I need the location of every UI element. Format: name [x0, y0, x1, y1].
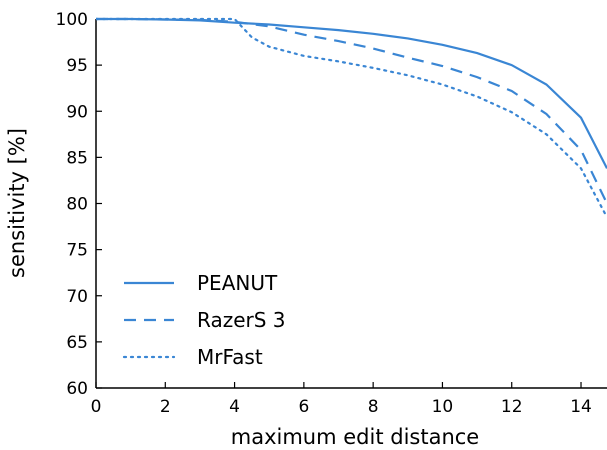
x-tick-label: 0 — [91, 397, 102, 417]
y-tick-label: 85 — [66, 148, 88, 168]
y-tick-label: 75 — [66, 241, 88, 261]
y-tick-label: 60 — [66, 379, 88, 399]
x-tick-label: 14 — [570, 397, 592, 417]
y-tick-label: 95 — [66, 56, 88, 76]
series-layer — [96, 17, 607, 219]
legend-label: PEANUT — [197, 271, 278, 295]
legend: PEANUT RazerS 3 MrFast — [122, 271, 286, 369]
y-tick-label: 80 — [66, 195, 88, 215]
y-tick-label: 70 — [66, 287, 88, 307]
y-axis-label: sensitivity [%] — [5, 128, 29, 278]
y-tick-label: 65 — [66, 333, 88, 353]
legend-label: RazerS 3 — [197, 308, 286, 332]
x-tick-label: 8 — [368, 397, 379, 417]
x-tick-label: 6 — [298, 397, 309, 417]
x-axis-label: maximum edit distance — [231, 425, 479, 449]
x-tick-label: 2 — [160, 397, 171, 417]
y-tick-label: 90 — [66, 102, 88, 122]
axes-layer: 0 2 4 6 8 10 12 14 60 65 70 75 80 85 90 95 100 — [56, 10, 607, 417]
series-line-razers-3 — [96, 17, 607, 204]
series-line-peanut — [96, 17, 607, 169]
x-tick-label: 4 — [229, 397, 240, 417]
x-tick-label: 12 — [501, 397, 523, 417]
legend-label: MrFast — [197, 345, 263, 369]
series-line-mrfast — [96, 17, 607, 219]
x-tick-label: 10 — [432, 397, 454, 417]
y-tick-label: 100 — [56, 10, 88, 30]
